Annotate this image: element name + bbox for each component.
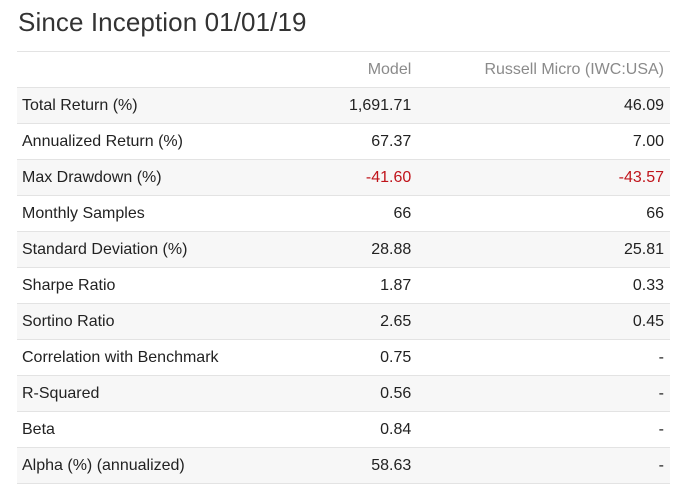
- row-label: Alpha (%) (annualized): [17, 447, 270, 484]
- benchmark-value: -43.57: [417, 159, 670, 196]
- benchmark-value: 66: [417, 195, 670, 232]
- statistics-table: Model Russell Micro (IWC:USA) Total Retu…: [17, 51, 670, 484]
- table-row: Sharpe Ratio 1.87 0.33: [17, 267, 670, 304]
- table-row: R-Squared 0.56 -: [17, 375, 670, 412]
- row-label: R-Squared: [17, 375, 270, 412]
- row-label: Correlation with Benchmark: [17, 339, 270, 376]
- header-benchmark: Russell Micro (IWC:USA): [417, 51, 670, 88]
- table-row: Sortino Ratio 2.65 0.45: [17, 303, 670, 340]
- benchmark-value: -: [417, 447, 670, 484]
- row-label: Max Drawdown (%): [17, 159, 270, 196]
- row-label: Standard Deviation (%): [17, 231, 270, 268]
- model-value: 58.63: [269, 447, 418, 484]
- header-model: Model: [269, 51, 418, 88]
- model-value: 28.88: [269, 231, 418, 268]
- benchmark-value: 25.81: [417, 231, 670, 268]
- table-body: Total Return (%) 1,691.71 46.09 Annualiz…: [17, 87, 670, 484]
- table-row: Alpha (%) (annualized) 58.63 -: [17, 447, 670, 484]
- model-value: -41.60: [269, 159, 418, 196]
- table-row: Annualized Return (%) 67.37 7.00: [17, 123, 670, 160]
- header-metric: [17, 51, 270, 88]
- page-title: Since Inception 01/01/19: [18, 7, 307, 37]
- table-header-row: Model Russell Micro (IWC:USA): [17, 51, 670, 88]
- benchmark-value: 7.00: [417, 123, 670, 160]
- row-label: Monthly Samples: [17, 195, 270, 232]
- model-value: 66: [269, 195, 418, 232]
- row-label: Sharpe Ratio: [17, 267, 270, 304]
- benchmark-value: -: [417, 375, 670, 412]
- model-value: 67.37: [269, 123, 418, 160]
- model-value: 1,691.71: [269, 87, 418, 124]
- row-label: Annualized Return (%): [17, 123, 270, 160]
- benchmark-value: 0.33: [417, 267, 670, 304]
- benchmark-value: -: [417, 411, 670, 448]
- benchmark-value: -: [417, 339, 670, 376]
- model-value: 1.87: [269, 267, 418, 304]
- table-row: Total Return (%) 1,691.71 46.09: [17, 87, 670, 124]
- row-label: Beta: [17, 411, 270, 448]
- model-value: 0.56: [269, 375, 418, 412]
- row-label: Total Return (%): [17, 87, 270, 124]
- model-value: 0.84: [269, 411, 418, 448]
- table-row: Standard Deviation (%) 28.88 25.81: [17, 231, 670, 268]
- table-row: Beta 0.84 -: [17, 411, 670, 448]
- benchmark-value: 0.45: [417, 303, 670, 340]
- table-row: Max Drawdown (%) -41.60 -43.57: [17, 159, 670, 196]
- table-row: Correlation with Benchmark 0.75 -: [17, 339, 670, 376]
- table-row: Monthly Samples 66 66: [17, 195, 670, 232]
- model-value: 0.75: [269, 339, 418, 376]
- row-label: Sortino Ratio: [17, 303, 270, 340]
- benchmark-value: 46.09: [417, 87, 670, 124]
- model-value: 2.65: [269, 303, 418, 340]
